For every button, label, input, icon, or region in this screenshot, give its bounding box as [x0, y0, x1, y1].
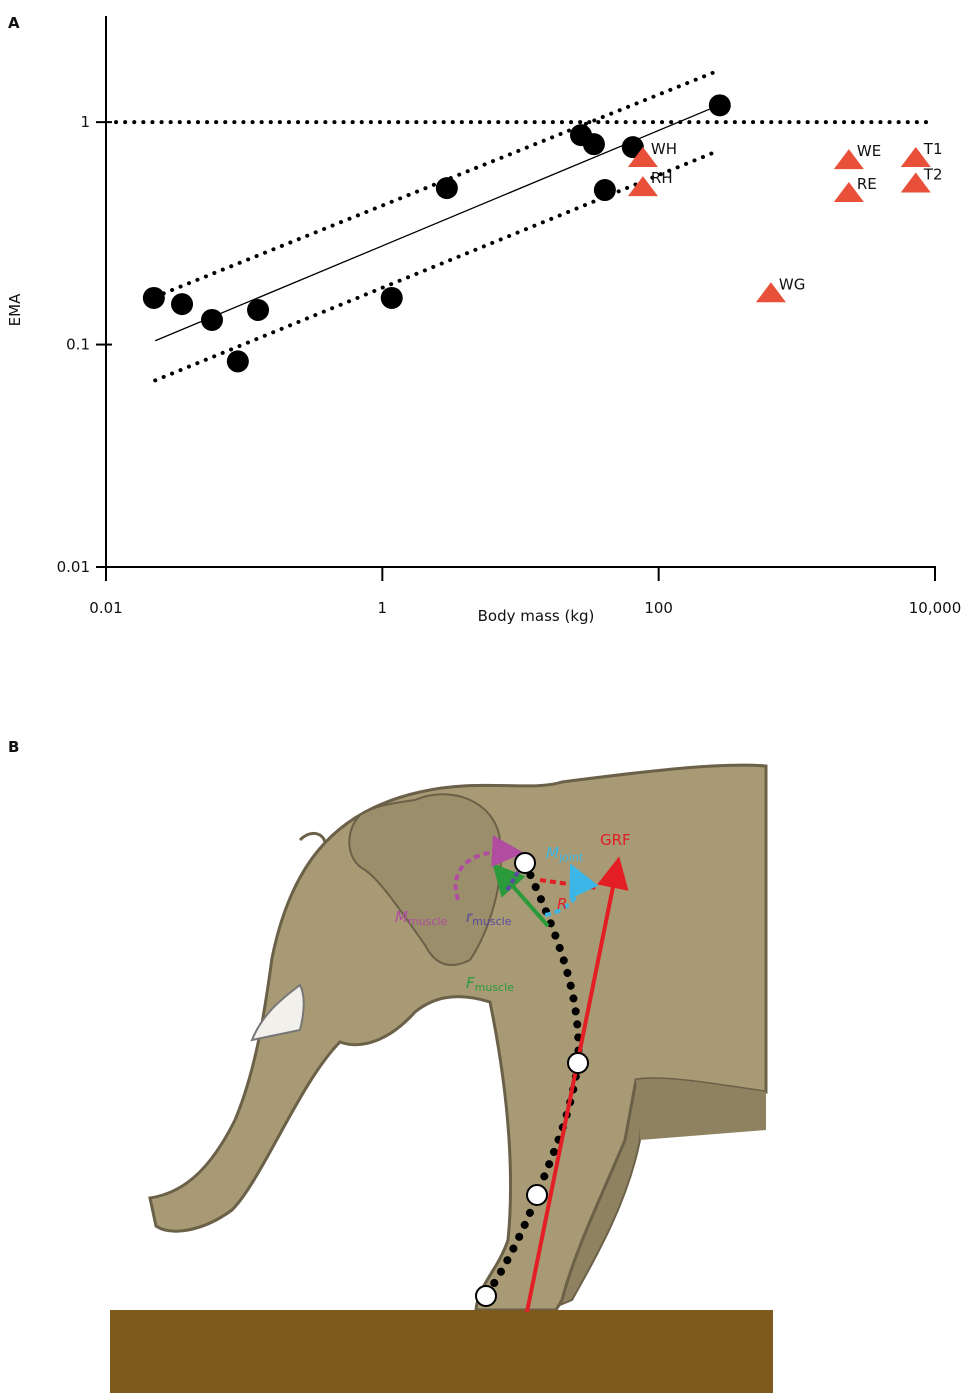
- circle-point: [227, 350, 249, 372]
- figure: A EMA Body mass (kg) 0.01110010,0000.010…: [0, 0, 968, 1393]
- panel-label: A: [8, 14, 20, 32]
- eye: [300, 833, 325, 842]
- circle-point: [201, 309, 223, 331]
- circle-point: [709, 94, 731, 116]
- elephant: [150, 765, 766, 1310]
- point-label: T2: [923, 165, 943, 183]
- subscript: joint: [558, 851, 584, 864]
- joint: [527, 1185, 547, 1205]
- point-label: WH: [651, 140, 677, 158]
- fit-line: [155, 72, 715, 297]
- plot-area: 0.01 1 100 10,000 0.01 0.1 1 WH RH WG WE RE T1 T2: [57, 72, 962, 617]
- page: A EMA Body mass (kg) 0.01110010,0000.010…: [0, 0, 968, 1393]
- x-tick-label: 1: [378, 599, 388, 617]
- point-label: WE: [857, 142, 881, 160]
- joint: [568, 1053, 588, 1073]
- x-axis-label: Body mass (kg): [478, 607, 595, 625]
- joint: [476, 1286, 496, 1306]
- r-label: R: [557, 895, 567, 913]
- y-axis-label: EMA: [6, 293, 24, 326]
- subscript: muscle: [475, 981, 515, 994]
- panel-label: B: [8, 738, 19, 756]
- y-tick-label: 0.1: [66, 336, 90, 354]
- x-tick-label: 0.01: [89, 599, 122, 617]
- circle-point: [594, 179, 616, 201]
- point-label: RH: [651, 169, 673, 187]
- ground: [110, 1310, 773, 1393]
- point-label: WG: [779, 275, 805, 293]
- y-tick-label: 0.01: [57, 558, 90, 576]
- circle-point: [381, 287, 403, 309]
- subscript: muscle: [408, 915, 448, 928]
- circle-point: [583, 133, 605, 155]
- point-label: RE: [857, 175, 877, 193]
- circle-point: [143, 287, 165, 309]
- subscript: muscle: [472, 915, 512, 928]
- point-label: T1: [923, 140, 943, 158]
- x-tick-label: 100: [644, 599, 673, 617]
- circle-point: [171, 293, 193, 315]
- circle-point: [436, 177, 458, 199]
- symbol: M: [395, 908, 408, 926]
- joint: [515, 853, 535, 873]
- grf-label: GRF: [600, 831, 631, 849]
- circle-point: [247, 299, 269, 321]
- y-tick-label: 1: [80, 113, 90, 131]
- x-tick-label: 10,000: [909, 599, 962, 617]
- symbol: F: [466, 974, 475, 992]
- symbol: M: [546, 844, 559, 862]
